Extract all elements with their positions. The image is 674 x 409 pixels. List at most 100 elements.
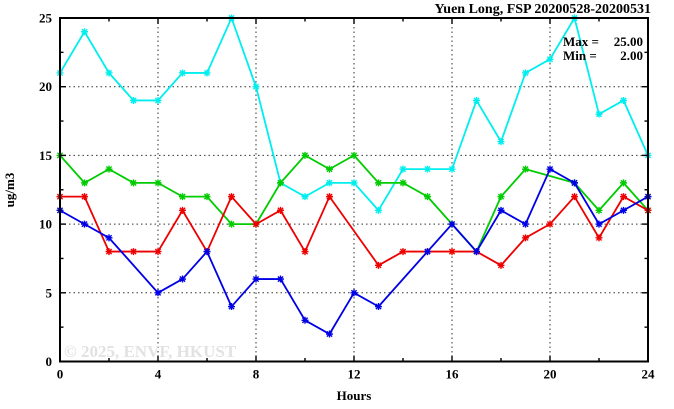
data-point-marker (620, 206, 627, 214)
x-tick-label: 4 (155, 367, 162, 382)
watermark: © 2025, ENVF, HKUST (64, 342, 237, 361)
data-point-marker (399, 179, 407, 187)
y-tick-label: 0 (46, 354, 53, 369)
data-point-marker (571, 179, 578, 187)
series-line (59, 154, 649, 254)
data-point-marker (228, 193, 235, 201)
data-point-marker (424, 165, 431, 173)
min-annotation-label: Min = (563, 48, 597, 63)
max-min-annotation: Max = 25.00 Min = 2.00 (563, 34, 643, 63)
x-axis-label: Hours (337, 388, 372, 403)
min-annotation-value: 2.00 (620, 48, 643, 63)
data-point-marker (375, 261, 382, 269)
data-point-marker (130, 179, 137, 187)
x-tick-label: 20 (544, 367, 557, 382)
data-point-marker (326, 179, 333, 187)
max-annotation-label: Max = (563, 34, 599, 49)
x-tick-label: 12 (348, 367, 361, 382)
data-point-marker (277, 206, 284, 214)
data-point-marker (301, 151, 309, 159)
y-tick-label: 10 (39, 217, 52, 232)
data-point-marker (497, 138, 505, 146)
data-point-marker (497, 261, 505, 269)
x-tick-label: 24 (642, 367, 656, 382)
chart-title: Yuen Long, FSP 20200528-20200531 (434, 2, 651, 17)
data-point-marker (130, 248, 137, 256)
data-point-marker (154, 96, 162, 104)
data-point-marker (620, 179, 627, 187)
data-point-marker (154, 248, 162, 256)
data-point-marker (497, 193, 505, 201)
data-point-marker (252, 275, 260, 283)
data-point-marker (595, 206, 603, 214)
data-point-marker (448, 165, 456, 173)
data-point-marker (179, 193, 186, 201)
data-point-marker (620, 96, 627, 104)
data-point-marker (326, 193, 333, 201)
data-point-marker (228, 220, 235, 228)
y-tick-label: 5 (46, 285, 53, 300)
data-point-marker (424, 248, 431, 256)
data-point-marker (546, 220, 554, 228)
data-point-marker (154, 289, 162, 297)
data-point-marker (571, 193, 578, 201)
data-point-marker (399, 248, 407, 256)
data-point-marker (595, 234, 603, 242)
data-point-marker (105, 234, 113, 242)
series-lines (56, 14, 652, 338)
data-point-marker (595, 220, 603, 228)
data-point-marker (473, 248, 480, 256)
data-point-marker (130, 96, 137, 104)
data-point-marker (81, 193, 88, 201)
data-point-marker (203, 248, 211, 256)
data-point-marker (399, 165, 407, 173)
y-tick-label: 20 (39, 79, 52, 94)
y-axis-label: ug/m3 (2, 172, 17, 207)
data-point-marker (522, 234, 529, 242)
data-point-marker (105, 165, 113, 173)
max-annotation-value: 25.00 (614, 34, 643, 49)
series-line (60, 194, 649, 267)
data-point-marker (179, 206, 186, 214)
x-tick-label: 0 (57, 367, 64, 382)
x-tick-label: 16 (446, 367, 460, 382)
data-point-marker (522, 69, 529, 77)
data-point-marker (203, 193, 211, 201)
data-point-marker (228, 303, 235, 311)
data-point-marker (424, 193, 431, 201)
data-point-marker (203, 69, 211, 77)
data-point-marker (81, 28, 88, 36)
data-point-marker (350, 179, 358, 187)
data-point-marker (326, 330, 333, 338)
data-point-marker (350, 289, 358, 297)
data-point-marker (301, 248, 309, 256)
data-point-marker (154, 179, 162, 187)
y-tick-label: 25 (39, 11, 53, 26)
data-point-marker (277, 179, 284, 187)
data-point-marker (105, 69, 113, 77)
data-point-marker (252, 220, 260, 228)
data-point-marker (375, 179, 382, 187)
data-point-marker (252, 83, 260, 91)
data-point-marker (595, 110, 603, 118)
gridlines (60, 18, 648, 362)
data-point-marker (350, 151, 358, 159)
data-point-marker (301, 316, 309, 324)
data-point-marker (546, 55, 554, 63)
series-blue-series (56, 165, 652, 338)
data-point-marker (105, 248, 113, 256)
data-point-marker (179, 275, 186, 283)
data-point-marker (522, 165, 529, 173)
data-point-marker (179, 69, 186, 77)
y-tick-label: 15 (39, 148, 53, 163)
data-point-marker (497, 206, 505, 214)
data-point-marker (326, 165, 333, 173)
data-point-marker (546, 165, 554, 173)
data-point-marker (522, 220, 529, 228)
x-tick-label: 8 (253, 367, 260, 382)
data-point-marker (375, 206, 382, 214)
data-point-marker (277, 275, 284, 283)
data-point-marker (81, 220, 88, 228)
